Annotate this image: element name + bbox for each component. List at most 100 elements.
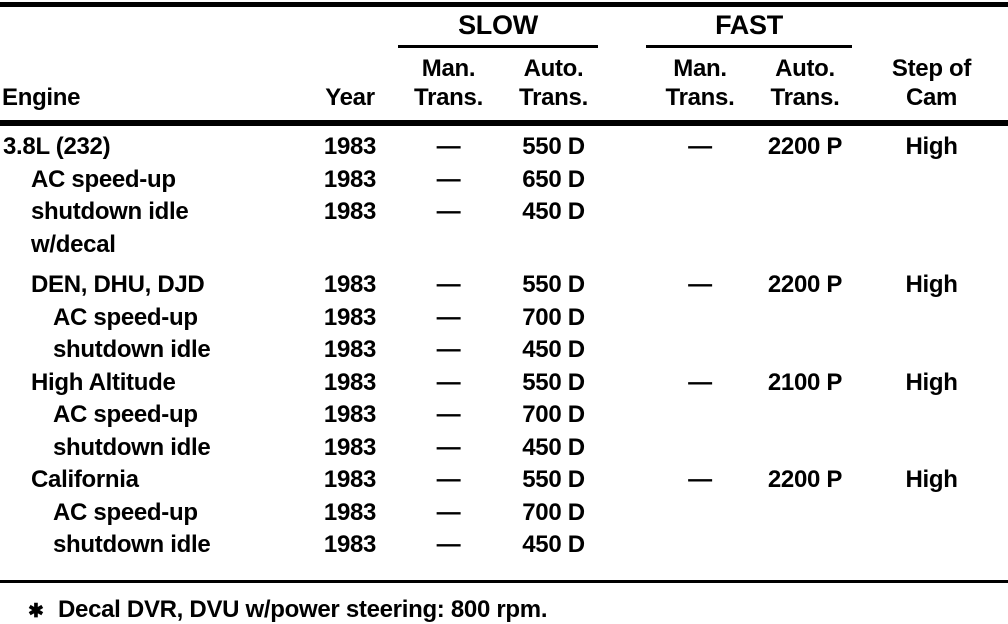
- engine-cell: shutdown idle: [31, 198, 189, 226]
- slow-auto-cell: 450 D: [522, 531, 585, 559]
- slow-man-cell: —: [436, 498, 461, 526]
- fast-man-cell: —: [688, 271, 712, 299]
- year-cell: 1983: [323, 271, 377, 299]
- table-row: shutdown idle 1983 — 450 D: [0, 432, 1008, 465]
- slow-auto-cell: 550 D: [522, 133, 585, 161]
- slow-auto-cell: 700 D: [522, 498, 585, 526]
- fast-auto-cell: 2200 P: [767, 466, 843, 494]
- column-header-line: Trans.: [770, 84, 840, 111]
- slow-auto-cell: 450 D: [522, 433, 585, 461]
- footnote-star-icon: ✱: [28, 600, 44, 622]
- table-row: shutdown idle 1983 — 450 D: [0, 334, 1008, 367]
- column-header-line: Man.: [421, 55, 476, 82]
- column-header-line: Auto.: [775, 55, 835, 82]
- table-row: w/decal: [0, 229, 1008, 262]
- slow-man-cell: —: [436, 466, 461, 494]
- column-group-slow: SLOW: [398, 10, 598, 48]
- column-header-slow-auto-trans: Auto. Trans.: [497, 54, 610, 112]
- column-header-fast-auto-trans: Auto. Trans.: [755, 54, 855, 112]
- engine-cell: High Altitude: [31, 368, 176, 396]
- table-row: DEN, DHU, DJD 1983 — 550 D — 2200 P High: [0, 269, 1008, 302]
- engine-cell: AC speed-up: [53, 303, 198, 331]
- year-cell: 1983: [323, 368, 377, 396]
- slow-auto-cell: 550 D: [522, 368, 585, 396]
- year-cell: 1983: [323, 498, 377, 526]
- slow-man-cell: —: [436, 433, 461, 461]
- table-row: AC speed-up 1983 — 700 D: [0, 399, 1008, 432]
- year-cell: 1983: [323, 336, 377, 364]
- slow-man-cell: —: [436, 165, 461, 193]
- column-header-line: Cam: [905, 84, 958, 111]
- top-rule: [0, 2, 1008, 7]
- table-row: AC speed-up 1983 — 700 D: [0, 302, 1008, 335]
- header-rule: [0, 120, 1008, 126]
- year-cell: 1983: [323, 466, 377, 494]
- slow-man-cell: —: [436, 133, 461, 161]
- step-of-cam-cell: High: [905, 466, 958, 494]
- slow-man-cell: —: [436, 531, 461, 559]
- slow-auto-cell: 450 D: [522, 336, 585, 364]
- column-group-fast: FAST: [646, 10, 852, 48]
- year-cell: 1983: [323, 401, 377, 429]
- year-cell: 1983: [323, 531, 377, 559]
- slow-man-cell: —: [436, 368, 461, 396]
- table-row: High Altitude 1983 — 550 D — 2100 P High: [0, 367, 1008, 400]
- slow-man-cell: —: [436, 336, 461, 364]
- column-header-line: Man.: [673, 55, 727, 82]
- slow-man-cell: —: [436, 271, 461, 299]
- engine-cell: California: [31, 466, 139, 494]
- year-cell: 1983: [323, 198, 377, 226]
- slow-man-cell: —: [436, 401, 461, 429]
- year-cell: 1983: [323, 165, 377, 193]
- slow-man-cell: —: [436, 303, 461, 331]
- step-of-cam-cell: High: [905, 271, 958, 299]
- slow-auto-cell: 550 D: [522, 271, 585, 299]
- footnote-rule: [0, 579, 1008, 583]
- column-header-line: Trans.: [519, 84, 588, 111]
- table-row: AC speed-up 1983 — 650 D: [0, 164, 1008, 197]
- column-header-slow-man-trans: Man. Trans.: [400, 54, 497, 112]
- slow-auto-cell: 550 D: [522, 466, 585, 494]
- step-of-cam-cell: High: [905, 368, 958, 396]
- fast-auto-cell: 2200 P: [767, 133, 843, 161]
- engine-cell: AC speed-up: [31, 165, 176, 193]
- fast-auto-cell: 2100 P: [767, 368, 843, 396]
- fast-man-cell: —: [688, 466, 712, 494]
- engine-cell: AC speed-up: [53, 498, 198, 526]
- table-header: SLOW FAST Man. Trans. Auto. Trans. Man. …: [0, 0, 1008, 127]
- column-header-engine: Engine: [2, 84, 81, 111]
- engine-cell: AC speed-up: [53, 401, 198, 429]
- column-header-year: Year: [325, 84, 375, 111]
- footnote: ✱ Decal DVR, DVU w/power steering: 800 r…: [0, 596, 1008, 624]
- table-row: shutdown idle 1983 — 450 D: [0, 196, 1008, 229]
- engine-cell: shutdown idle: [53, 336, 211, 364]
- table-row: shutdown idle 1983 — 450 D: [0, 529, 1008, 562]
- column-header-line: Auto.: [523, 55, 584, 82]
- engine-cell: shutdown idle: [53, 433, 211, 461]
- table-row: 3.8L (232) 1983 — 550 D — 2200 P High: [0, 131, 1008, 164]
- fast-man-cell: —: [688, 368, 712, 396]
- fast-auto-cell: 2200 P: [767, 271, 843, 299]
- column-header-line: Trans.: [665, 84, 735, 111]
- column-header-line: Trans.: [414, 84, 483, 111]
- table-body: 3.8L (232) 1983 — 550 D — 2200 P High AC…: [0, 127, 1008, 562]
- engine-cell: DEN, DHU, DJD: [31, 271, 205, 299]
- engine-cell: shutdown idle: [53, 531, 211, 559]
- table-row: California 1983 — 550 D — 2200 P High: [0, 464, 1008, 497]
- column-header-fast-man-trans: Man. Trans.: [645, 54, 755, 112]
- column-header-line: Step of: [891, 55, 972, 82]
- slow-auto-cell: 700 D: [522, 401, 585, 429]
- year-cell: 1983: [323, 303, 377, 331]
- slow-auto-cell: 700 D: [522, 303, 585, 331]
- engine-cell: w/decal: [31, 230, 116, 258]
- fast-man-cell: —: [688, 133, 712, 161]
- slow-auto-cell: 650 D: [522, 165, 585, 193]
- year-cell: 1983: [323, 133, 377, 161]
- slow-man-cell: —: [436, 198, 461, 226]
- slow-auto-cell: 450 D: [522, 198, 585, 226]
- year-cell: 1983: [323, 433, 377, 461]
- step-of-cam-cell: High: [905, 133, 958, 161]
- column-header-step-of-cam: Step of Cam: [855, 54, 1008, 112]
- footnote-text: Decal DVR, DVU w/power steering: 800 rpm…: [58, 595, 548, 623]
